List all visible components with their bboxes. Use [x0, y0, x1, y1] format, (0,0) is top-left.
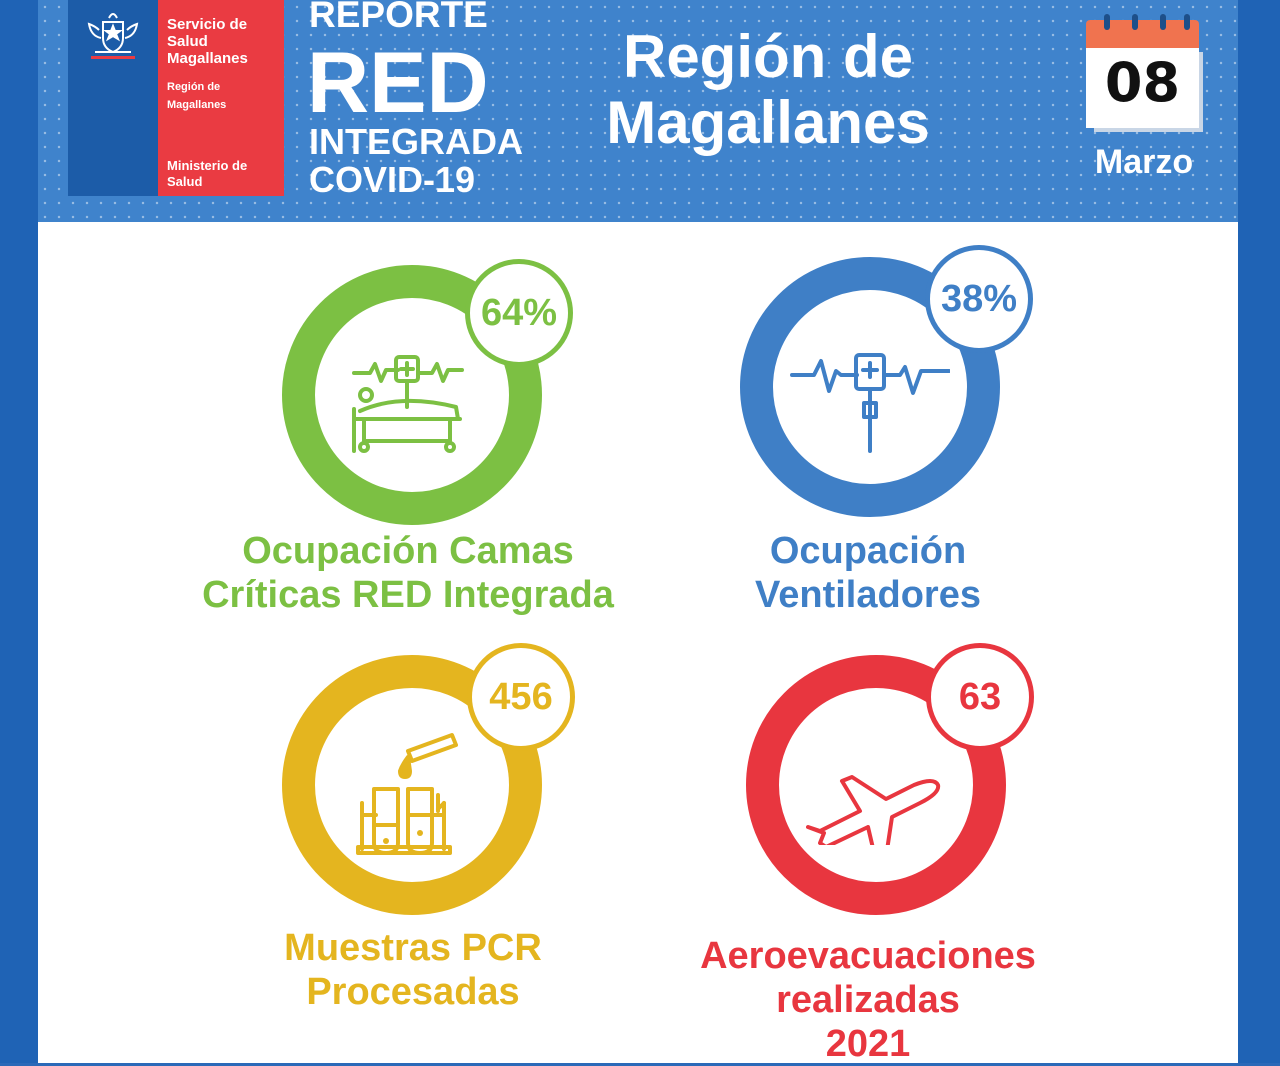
stat-label-line1: Muestras PCR — [284, 927, 542, 969]
frame-left — [0, 0, 38, 1063]
region-title: Región de Magallanes — [538, 24, 998, 156]
airplane-icon — [806, 775, 941, 845]
stat-label-line1: Aeroevacuaciones — [700, 935, 1036, 977]
ventilator-monitor-icon — [790, 353, 950, 453]
calendar-month: Marzo — [1094, 143, 1194, 181]
logo-region: Región de Magallanes — [167, 81, 227, 111]
stat-label: Ocupación Ventiladores — [638, 529, 1098, 617]
stats-panel: 64% Ocupación Camas Críticas RED Integra… — [38, 222, 1238, 1066]
stat-value-badge: 38% — [925, 245, 1033, 353]
stat-label: Muestras PCR Procesadas — [233, 926, 593, 1014]
stat-label: Ocupación Camas Críticas RED Integrada — [168, 529, 648, 617]
stat-label-line2: Críticas RED Integrada — [202, 574, 614, 616]
stat-label-line2: Ventiladores — [755, 574, 981, 616]
report-title-line2: RED — [307, 35, 489, 131]
frame-right — [1238, 0, 1280, 1063]
stat-value-badge: 64% — [465, 259, 573, 367]
report-title-line4: COVID-19 — [309, 159, 476, 200]
stat-ventilators: 38% — [740, 245, 1033, 517]
logo-blue-panel — [68, 0, 158, 196]
header-banner: Servicio de Salud Magallanes Región de M… — [38, 0, 1238, 222]
stat-label-line2: realizadas — [776, 979, 960, 1021]
test-tubes-icon — [356, 733, 458, 855]
stat-label-line1: Ocupación — [769, 530, 967, 572]
ministry-name: Ministerio de Salud — [167, 158, 248, 189]
stat-pcr-samples: 456 — [282, 643, 575, 915]
ministry-logo: Servicio de Salud Magallanes Región de M… — [68, 0, 284, 196]
coat-of-arms-icon — [87, 13, 139, 59]
stat-label: Aeroevacuaciones realizadas 2021 — [658, 934, 1078, 1066]
stat-value-badge: 456 — [467, 643, 575, 751]
stat-critical-beds: 64% — [282, 259, 573, 525]
stat-label-line1: Ocupación Camas — [242, 530, 574, 572]
region-title-line1: Región de — [622, 23, 913, 90]
stat-value-badge: 63 — [926, 643, 1034, 751]
region-title-line2: Magallanes — [606, 89, 930, 156]
report-title-line1: REPORTE — [309, 0, 488, 35]
logo-red-panel: Servicio de Salud Magallanes Región de M… — [158, 0, 284, 196]
stat-label-line3: 2021 — [825, 1023, 911, 1065]
stat-air-evacuations: 63 — [746, 643, 1034, 915]
service-name: Servicio de Salud Magallanes — [167, 16, 248, 67]
hospital-bed-icon — [352, 355, 464, 453]
calendar-icon: 08 — [1080, 12, 1205, 132]
stat-label-line2: Procesadas — [306, 971, 520, 1013]
calendar-day: 08 — [1104, 51, 1181, 114]
report-title-line3: INTEGRADA — [309, 121, 523, 162]
